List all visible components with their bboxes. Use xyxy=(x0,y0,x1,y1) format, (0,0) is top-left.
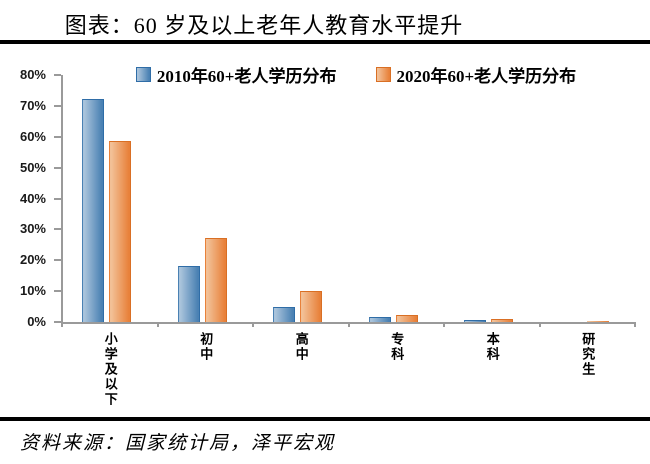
x-axis-category-label: 小学及以下 xyxy=(102,332,118,407)
x-tick-mark xyxy=(634,322,636,327)
category-group xyxy=(539,75,635,322)
y-tick-label: 80% xyxy=(19,67,46,82)
legend-label-2020: 2020年60+老人学历分布 xyxy=(396,66,577,86)
y-tick-label: 30% xyxy=(19,221,46,237)
category-group xyxy=(61,75,157,322)
y-tick-mark xyxy=(54,259,61,262)
legend-label-2010: 2010年60+老人学历分布 xyxy=(156,66,337,86)
y-tick-mark xyxy=(54,135,61,138)
chart-legend: 2010年60+老人学历分布 2020年60+老人学历分布 xyxy=(62,62,650,87)
x-tick-mark xyxy=(252,322,254,327)
y-tick-label: 10% xyxy=(19,283,46,299)
legend-item-2010: 2010年60+老人学历分布 xyxy=(135,62,337,87)
x-axis-category-label: 专科 xyxy=(389,332,405,362)
y-tick-label: 70% xyxy=(19,97,46,113)
y-tick-mark xyxy=(54,321,61,323)
bar-2010 xyxy=(177,266,200,322)
chart-title: 图表：60 岁及以上老年人教育水平提升 xyxy=(64,13,464,38)
bar-2010 xyxy=(464,319,486,322)
bar-2020 xyxy=(586,321,609,322)
x-tick-mark xyxy=(347,322,350,327)
y-tick-label: 60% xyxy=(19,128,46,144)
category-group xyxy=(157,75,253,322)
bar-2020 xyxy=(109,140,131,322)
source-note: 资料来源：国家统计局，泽平宏观 xyxy=(20,433,336,454)
plot-area xyxy=(61,75,634,322)
bar-2010 xyxy=(273,306,295,322)
bottom-divider-rule xyxy=(0,417,650,421)
bar-2020 xyxy=(491,318,513,322)
y-tick-label: 20% xyxy=(19,252,46,268)
category-group xyxy=(252,75,348,322)
bar-2010 xyxy=(82,99,104,322)
y-tick-mark xyxy=(54,290,61,293)
y-tick-mark xyxy=(54,166,61,169)
category-group xyxy=(443,75,539,322)
y-tick-mark xyxy=(54,74,61,76)
bar-2020 xyxy=(395,315,418,322)
y-tick-mark xyxy=(54,228,61,231)
x-axis-category-label: 高中 xyxy=(293,332,309,362)
legend-item-2020: 2020年60+老人学历分布 xyxy=(375,62,577,87)
category-group xyxy=(348,75,444,322)
x-tick-mark xyxy=(443,322,445,327)
y-tick-label: 40% xyxy=(19,190,46,206)
y-tick-label: 50% xyxy=(19,159,46,175)
top-divider-rule xyxy=(0,40,650,44)
y-tick-mark xyxy=(54,104,61,107)
bar-2010 xyxy=(368,317,391,322)
x-axis-category-label: 研究生 xyxy=(580,332,596,377)
y-tick-mark xyxy=(54,197,61,200)
y-tick-label: 0% xyxy=(27,314,46,329)
bar-2020 xyxy=(204,237,227,322)
legend-swatch-2010 xyxy=(135,66,151,82)
x-tick-mark xyxy=(61,322,63,327)
x-axis-category-label: 本科 xyxy=(484,332,500,362)
x-tick-mark xyxy=(538,322,541,327)
x-axis-category-label: 初中 xyxy=(198,332,214,362)
bar-2020 xyxy=(300,291,322,322)
x-tick-mark xyxy=(156,322,159,327)
legend-swatch-2020 xyxy=(375,66,391,82)
y-axis-line xyxy=(61,75,63,322)
